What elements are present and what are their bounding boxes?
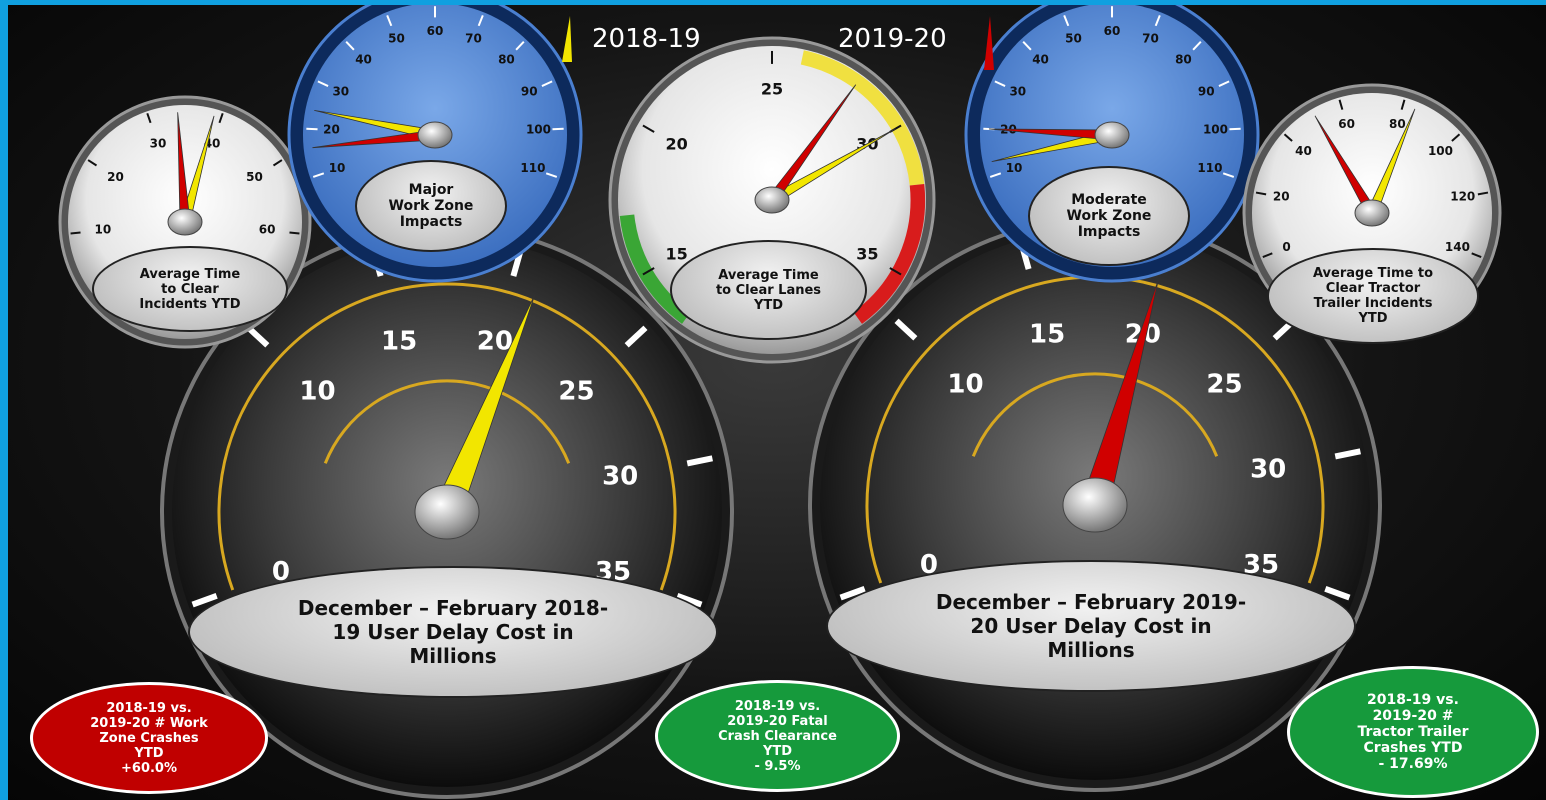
tick-label: 50 [1065,31,1082,45]
tick-label: 30 [150,137,167,151]
tick-label: 60 [1338,117,1355,131]
tick-label: 90 [521,84,538,98]
tick-mark [1229,129,1240,130]
tick-label: 40 [1032,52,1049,66]
tick-label: 80 [1175,52,1192,66]
gauge-title: Major Work Zone Impacts [355,160,507,252]
tick-label: 20 [665,134,687,153]
tick-mark [552,129,563,130]
tick-mark [71,232,81,233]
callout-figure: +60.0% [121,761,177,776]
callout: 2018-19 vs. 2019-20 Fatal Crash Clearanc… [655,680,900,792]
tick-label: 100 [1428,144,1453,158]
gauge-title: Average Time to Clear Lanes YTD [670,240,867,340]
tick-label: 15 [665,245,687,264]
tick-label: 15 [1029,319,1065,349]
legend-label: 2019-20 [838,24,947,54]
tick-label: 100 [526,122,551,136]
tick-label: 50 [388,31,405,45]
callout: 2018-19 vs. 2019-20 # Work Zone Crashes … [30,682,268,794]
needle-hub [418,122,452,148]
tick-label: 60 [427,24,444,38]
tick-label: 15 [381,326,417,356]
tick-label: 20 [107,170,124,184]
tick-label: 40 [355,52,372,66]
callout-label: 2018-19 vs. 2019-20 # Tractor Trailer Cr… [1345,692,1480,756]
tick-label: 30 [1009,84,1026,98]
callout: 2018-19 vs. 2019-20 # Tractor Trailer Cr… [1287,666,1539,798]
callout-figure: - 17.69% [1379,756,1448,772]
legend-needle [562,16,572,62]
needle-hub [1063,478,1127,532]
tick-label: 25 [761,79,783,98]
tick-label: 70 [465,31,482,45]
tick-mark [289,232,299,233]
tick-label: 10 [329,161,346,175]
legend-needle [984,16,994,70]
callout-label: 2018-19 vs. 2019-20 Fatal Crash Clearanc… [712,699,843,759]
tick-label: 60 [259,223,276,237]
gauge-title: December – February 2019-20 User Delay C… [826,560,1356,692]
tick-label: 110 [520,161,545,175]
tick-label: 25 [1206,369,1242,399]
needle-hub [1355,200,1389,226]
tick-label: 110 [1197,161,1222,175]
tick-label: 70 [1142,31,1159,45]
tick-label: 30 [1250,454,1286,484]
tick-label: 80 [1389,117,1406,131]
needle-hub [415,485,479,539]
tick-label: 140 [1445,240,1470,254]
gauge-title: December – February 2018-19 User Delay C… [188,566,718,698]
gauge-title: Moderate Work Zone Impacts [1028,166,1190,266]
tick-label: 80 [498,52,515,66]
callout-figure: - 9.5% [755,759,801,774]
tick-label: 50 [246,170,263,184]
gauge-title: Average Time to Clear Incidents YTD [92,246,288,332]
tick-label: 30 [602,461,638,491]
gauge-title: Average Time to Clear Tractor Trailer In… [1267,248,1479,344]
legend-label: 2018-19 [592,24,701,54]
tick-label: 30 [332,84,349,98]
tick-label: 60 [1104,24,1121,38]
callout-label: 2018-19 vs. 2019-20 # Work Zone Crashes … [85,701,212,761]
tick-label: 10 [1006,161,1023,175]
tick-label: 10 [947,369,983,399]
tick-label: 25 [558,376,594,406]
needle-hub [755,187,789,213]
legend-swatch [980,14,1000,74]
tick-label: 10 [95,223,112,237]
tick-label: 40 [1295,144,1312,158]
needle-hub [168,209,202,235]
legend-swatch [558,14,578,64]
dashboard: 0101520253035010152025303510203040506010… [0,0,1546,800]
tick-label: 20 [323,122,340,136]
tick-label: 120 [1450,189,1475,203]
tick-label: 35 [856,245,878,264]
tick-label: 20 [1273,189,1290,203]
tick-label: 100 [1203,122,1228,136]
tick-label: 0 [1282,240,1290,254]
tick-label: 90 [1198,84,1215,98]
tick-mark [306,129,317,130]
needle-hub [1095,122,1129,148]
tick-label: 10 [299,376,335,406]
